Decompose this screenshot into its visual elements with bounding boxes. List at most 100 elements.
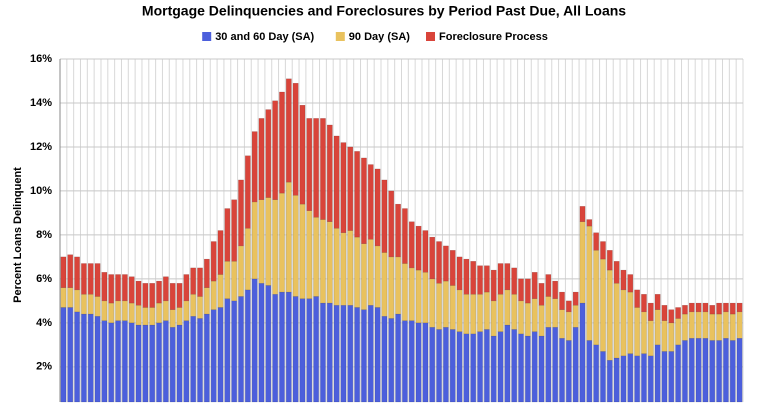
bar-segment <box>620 355 627 403</box>
bar-segment <box>620 269 627 291</box>
bar-segment <box>566 311 572 341</box>
bar-segment <box>163 300 169 321</box>
bar-segment <box>525 278 531 304</box>
bar-segment <box>197 267 203 297</box>
legend-label: Foreclosure Process <box>439 31 548 43</box>
bar-segment <box>504 263 511 291</box>
bar-segment <box>443 245 449 282</box>
bar-segment <box>572 291 579 306</box>
bar-segment <box>647 320 654 357</box>
bar-segment <box>299 104 306 205</box>
bar-segment <box>613 283 620 359</box>
bar-segment <box>272 294 278 403</box>
bar-segment <box>477 331 483 403</box>
bar-segment <box>81 313 87 403</box>
bar-segment <box>204 258 210 288</box>
bar-segment <box>156 322 162 403</box>
bar-segment <box>586 340 593 403</box>
bar-segment <box>292 82 299 196</box>
y-tick-label: 8% <box>36 229 52 241</box>
bar-segment <box>675 318 681 346</box>
bar-segment <box>695 302 702 313</box>
bar-segment <box>333 305 340 403</box>
bar-segment <box>518 333 524 403</box>
bar-segment <box>736 302 743 313</box>
bar-segment <box>381 179 388 253</box>
bar-segment <box>723 302 729 313</box>
bar-segment <box>135 324 142 403</box>
bar-segment <box>559 309 565 339</box>
legend-label: 90 Day (SA) <box>349 31 410 43</box>
bar-segment <box>511 267 517 295</box>
bar-segment <box>579 206 586 222</box>
bar-segment <box>504 324 511 403</box>
bar-segment <box>183 300 190 321</box>
bar-segment <box>340 142 347 233</box>
bar-segment <box>224 208 231 262</box>
bar-segment <box>729 340 736 403</box>
bar-segment <box>607 360 613 403</box>
bar-segment <box>661 351 668 403</box>
bar-segment <box>688 311 695 339</box>
bar-segment <box>723 311 729 339</box>
bar-segment <box>381 252 388 317</box>
bar-segment <box>361 243 367 310</box>
bar-segment <box>258 199 265 284</box>
bar-segment <box>600 351 606 403</box>
bar-segment <box>545 274 552 297</box>
bar-segment <box>484 329 490 403</box>
y-tick-label: 6% <box>36 273 52 285</box>
chart-title: Mortgage Delinquencies and Foreclosures … <box>142 3 626 19</box>
bar-segment <box>60 256 67 288</box>
bar-segment <box>67 307 74 403</box>
bar-segment <box>374 245 381 308</box>
bar-segment <box>122 300 128 321</box>
bar-segment <box>723 338 729 403</box>
bar-segment <box>279 192 285 293</box>
bar-segment <box>292 296 299 403</box>
bar-segment <box>81 263 87 295</box>
bar-segment <box>60 287 67 308</box>
bar-segment <box>108 302 115 324</box>
legend-swatch <box>426 32 435 41</box>
bar-segment <box>449 250 456 286</box>
bar-segment <box>135 280 142 306</box>
bar-segment <box>251 131 258 203</box>
bar-segment <box>627 353 634 403</box>
bar-segment <box>320 219 326 304</box>
bar-segment <box>299 298 306 403</box>
bar-segment <box>347 230 354 306</box>
bar-segment <box>531 272 538 299</box>
bar-segment <box>320 302 326 403</box>
bar-segment <box>470 261 477 295</box>
bar-segment <box>449 285 456 330</box>
bar-segment <box>538 305 545 337</box>
bar-segment <box>374 307 381 403</box>
bar-segment <box>340 232 347 306</box>
bar-segment <box>361 309 367 403</box>
bar-segment <box>688 302 695 313</box>
bar-segment <box>736 311 743 339</box>
bar-segment <box>306 118 313 211</box>
bar-segment <box>87 313 94 403</box>
bar-segment <box>381 316 388 403</box>
bar-segment <box>163 320 169 403</box>
bar-segment <box>265 285 272 403</box>
bar-segment <box>593 344 599 403</box>
bar-segment <box>224 261 231 299</box>
bar-segment <box>675 344 681 403</box>
bar-segment <box>197 296 203 319</box>
bar-segment <box>675 307 681 319</box>
bar-segment <box>245 155 251 229</box>
bar-segment <box>74 311 80 403</box>
bar-segment <box>265 197 272 286</box>
bar-segment <box>299 203 306 299</box>
bar-segment <box>682 313 688 341</box>
bar-segment <box>149 324 156 403</box>
bar-segment <box>668 309 675 324</box>
bar-segment <box>135 305 142 326</box>
bar-segment <box>354 236 360 308</box>
bar-segment <box>593 232 599 251</box>
bar-segment <box>634 289 640 308</box>
bar-segment <box>81 294 87 315</box>
